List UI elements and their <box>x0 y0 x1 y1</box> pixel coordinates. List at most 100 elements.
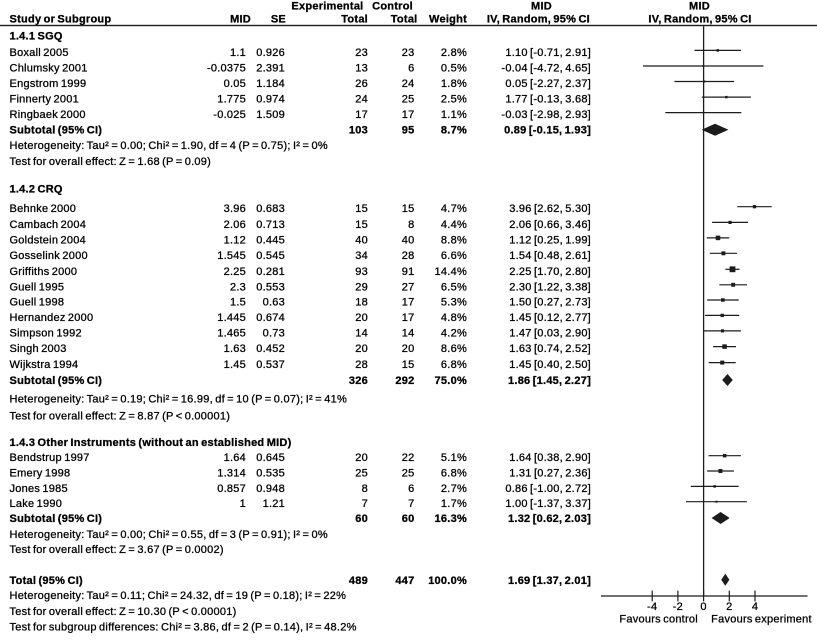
svg-text:-0.025: -0.025 <box>213 109 246 121</box>
svg-text:292: 292 <box>395 375 414 387</box>
svg-text:25: 25 <box>402 468 415 480</box>
svg-text:2.8%: 2.8% <box>441 47 467 59</box>
svg-text:0.674: 0.674 <box>256 312 285 324</box>
svg-text:2.06 [0.66, 3.46]: 2.06 [0.66, 3.46] <box>509 219 591 231</box>
svg-text:24: 24 <box>355 94 368 106</box>
svg-text:1.45: 1.45 <box>224 359 246 371</box>
svg-text:1.45 [0.12, 2.77]: 1.45 [0.12, 2.77] <box>509 312 591 324</box>
svg-text:29: 29 <box>355 281 368 293</box>
svg-text:15: 15 <box>402 203 415 215</box>
svg-text:75.0%: 75.0% <box>435 375 467 387</box>
svg-text:20: 20 <box>355 452 368 464</box>
svg-text:1.50 [0.27, 2.73]: 1.50 [0.27, 2.73] <box>509 297 591 309</box>
svg-text:Lake 1990: Lake 1990 <box>10 498 63 510</box>
svg-text:8.7%: 8.7% <box>441 125 467 137</box>
svg-text:Goldstein 2004: Goldstein 2004 <box>10 234 87 246</box>
svg-text:26: 26 <box>355 78 368 90</box>
svg-text:-0.0375: -0.0375 <box>207 63 246 75</box>
svg-text:1.77 [-0.13, 3.68]: 1.77 [-0.13, 3.68] <box>505 94 591 106</box>
svg-text:6: 6 <box>408 483 414 495</box>
svg-text:14: 14 <box>355 327 368 339</box>
svg-text:MID: MID <box>531 1 552 13</box>
svg-text:1.775: 1.775 <box>217 94 246 106</box>
svg-text:Test for overall effect: Z = 1: Test for overall effect: Z = 10.30 (P < … <box>10 606 237 618</box>
svg-text:91: 91 <box>402 266 415 278</box>
svg-text:23: 23 <box>355 47 368 59</box>
svg-text:6: 6 <box>408 63 414 75</box>
svg-text:1.4.2 CRQ: 1.4.2 CRQ <box>10 184 63 196</box>
svg-text:Control: Control <box>372 1 413 13</box>
svg-text:1.32 [0.62, 2.03]: 1.32 [0.62, 2.03] <box>508 513 591 525</box>
svg-text:Favours control: Favours control <box>619 613 698 625</box>
svg-text:1.69 [1.37, 2.01]: 1.69 [1.37, 2.01] <box>508 575 591 587</box>
svg-text:-0.03 [-2.98, 2.93]: -0.03 [-2.98, 2.93] <box>501 109 591 121</box>
svg-text:15: 15 <box>355 219 368 231</box>
svg-text:20: 20 <box>355 343 368 355</box>
svg-text:2.25: 2.25 <box>224 266 246 278</box>
svg-text:IV, Random, 95% CI: IV, Random, 95% CI <box>648 14 751 26</box>
svg-text:1.4.1 SGQ: 1.4.1 SGQ <box>10 30 63 42</box>
svg-text:4.8%: 4.8% <box>441 312 467 324</box>
svg-text:0.5%: 0.5% <box>441 63 467 75</box>
svg-text:27: 27 <box>402 281 415 293</box>
svg-text:Heterogeneity: Tau² = 0.00; Ch: Heterogeneity: Tau² = 0.00; Chi² = 1.90,… <box>10 140 328 152</box>
svg-text:Singh 2003: Singh 2003 <box>10 343 67 355</box>
svg-text:Subtotal (95% CI): Subtotal (95% CI) <box>10 125 103 137</box>
svg-text:1.509: 1.509 <box>256 109 285 121</box>
svg-text:13: 13 <box>355 63 368 75</box>
svg-text:1.10 [-0.71, 2.91]: 1.10 [-0.71, 2.91] <box>505 47 591 59</box>
svg-text:0.683: 0.683 <box>256 203 285 215</box>
svg-text:1.4.3 Other Instruments (witho: 1.4.3 Other Instruments (without an esta… <box>10 437 292 449</box>
svg-text:Study or Subgroup: Study or Subgroup <box>10 14 112 26</box>
svg-text:20: 20 <box>355 312 368 324</box>
svg-text:17: 17 <box>402 312 415 324</box>
svg-text:16.3%: 16.3% <box>435 513 467 525</box>
svg-text:Heterogeneity: Tau² = 0.00; Ch: Heterogeneity: Tau² = 0.00; Chi² = 0.55,… <box>10 529 328 541</box>
svg-text:1.86 [1.45, 2.27]: 1.86 [1.45, 2.27] <box>508 375 591 387</box>
svg-text:Experimental: Experimental <box>291 1 363 13</box>
svg-text:Weight: Weight <box>429 14 467 26</box>
svg-text:0.445: 0.445 <box>256 234 285 246</box>
svg-text:22: 22 <box>402 452 415 464</box>
svg-text:2.7%: 2.7% <box>441 483 467 495</box>
svg-text:4: 4 <box>752 601 758 613</box>
svg-text:14.4%: 14.4% <box>435 266 467 278</box>
svg-text:0.535: 0.535 <box>256 468 285 480</box>
svg-text:0.537: 0.537 <box>256 359 285 371</box>
svg-text:0.545: 0.545 <box>256 250 285 262</box>
svg-text:6.6%: 6.6% <box>441 250 467 262</box>
svg-text:Heterogeneity: Tau² = 0.19; Ch: Heterogeneity: Tau² = 0.19; Chi² = 16.99… <box>10 393 348 405</box>
svg-text:Gosselink 2000: Gosselink 2000 <box>10 250 88 262</box>
svg-text:4.4%: 4.4% <box>441 219 467 231</box>
svg-text:6.8%: 6.8% <box>441 359 467 371</box>
svg-text:6.8%: 6.8% <box>441 468 467 480</box>
svg-text:-0.04 [-4.72, 4.65]: -0.04 [-4.72, 4.65] <box>501 63 591 75</box>
svg-text:28: 28 <box>355 359 368 371</box>
svg-text:0.86 [-1.00, 2.72]: 0.86 [-1.00, 2.72] <box>505 483 591 495</box>
svg-text:95: 95 <box>402 125 415 137</box>
svg-text:0.281: 0.281 <box>256 266 285 278</box>
svg-text:326: 326 <box>349 375 368 387</box>
svg-text:28: 28 <box>402 250 415 262</box>
svg-text:23: 23 <box>402 47 415 59</box>
svg-text:1.64: 1.64 <box>224 452 246 464</box>
svg-text:Bendstrup 1997: Bendstrup 1997 <box>10 452 90 464</box>
svg-text:1.31 [0.27, 2.36]: 1.31 [0.27, 2.36] <box>509 468 591 480</box>
svg-text:0.926: 0.926 <box>256 47 285 59</box>
svg-text:1.12: 1.12 <box>224 234 246 246</box>
svg-text:1.63 [0.74, 2.52]: 1.63 [0.74, 2.52] <box>509 343 591 355</box>
svg-text:Engstrom 1999: Engstrom 1999 <box>10 78 87 90</box>
svg-text:IV, Random, 95% CI: IV, Random, 95% CI <box>487 14 590 26</box>
svg-text:1.445: 1.445 <box>217 312 246 324</box>
svg-text:1.5: 1.5 <box>230 297 246 309</box>
svg-text:7: 7 <box>362 498 368 510</box>
svg-text:1.12 [0.25, 1.99]: 1.12 [0.25, 1.99] <box>509 234 591 246</box>
svg-text:Total (95% CI): Total (95% CI) <box>10 575 84 587</box>
svg-text:8: 8 <box>362 483 368 495</box>
svg-text:2.391: 2.391 <box>256 63 285 75</box>
svg-text:0.553: 0.553 <box>256 281 285 293</box>
svg-text:MID: MID <box>230 14 251 26</box>
svg-text:Total: Total <box>391 14 418 26</box>
svg-text:25: 25 <box>402 94 415 106</box>
svg-text:2: 2 <box>726 601 732 613</box>
